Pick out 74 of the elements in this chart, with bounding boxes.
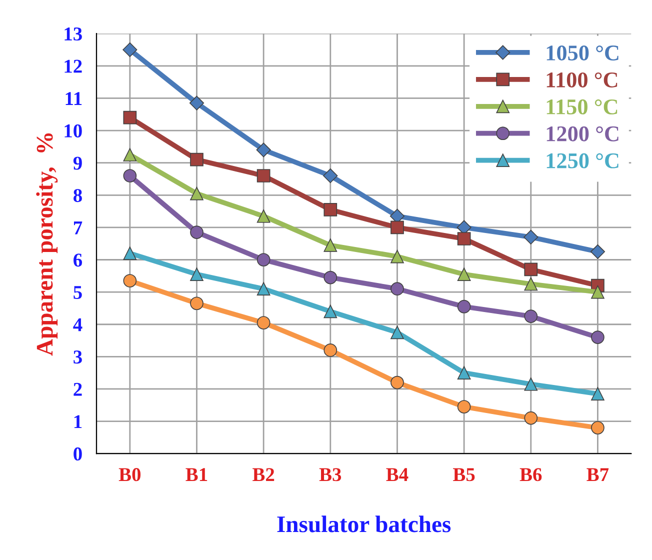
point <box>390 282 404 296</box>
legend-label: 1200 °C <box>546 126 618 142</box>
y-tick-label: 8 <box>74 188 82 202</box>
y-tick-label: 9 <box>73 156 82 170</box>
y-tick-label: 6 <box>74 254 82 267</box>
point <box>324 270 338 284</box>
point <box>524 377 538 391</box>
point <box>256 316 270 330</box>
point <box>457 400 471 414</box>
point <box>190 152 204 166</box>
x-tick-label: B7 <box>586 468 609 482</box>
y-tick-label: 10 <box>64 124 82 138</box>
y-tick-label: 13 <box>64 27 82 41</box>
y-tick-label: 11 <box>66 92 82 105</box>
x-axis-title: Insulator batches <box>277 516 451 532</box>
point <box>390 376 404 390</box>
point <box>524 262 538 276</box>
x-tick-label: B3 <box>319 468 342 482</box>
point <box>256 282 270 296</box>
point <box>324 238 338 252</box>
y-axis-title: Apparent porosity, % <box>36 133 58 356</box>
y-tick-label: 2 <box>74 382 82 396</box>
point <box>256 253 270 266</box>
point <box>524 411 538 425</box>
legend-label: 1100 °C <box>546 72 618 88</box>
legend-label: 1150 °C <box>546 99 618 114</box>
point <box>324 203 338 216</box>
point <box>524 277 538 291</box>
legend-label: 1050 °C <box>546 45 618 60</box>
x-tick-label: B6 <box>520 468 542 482</box>
point <box>591 330 604 344</box>
point <box>324 344 338 357</box>
point <box>390 220 404 234</box>
y-tick-label: 1 <box>74 415 82 428</box>
y-tick-label: 4 <box>73 318 82 332</box>
point <box>123 246 137 260</box>
point <box>323 168 338 184</box>
point <box>457 268 471 281</box>
y-tick-label: 3 <box>74 350 82 364</box>
point <box>123 169 137 182</box>
point <box>122 42 138 58</box>
point <box>590 244 606 259</box>
point <box>457 300 471 314</box>
point <box>390 326 404 340</box>
point <box>190 186 204 200</box>
point <box>123 274 137 288</box>
x-tick-label: B5 <box>453 468 475 482</box>
point <box>324 304 338 318</box>
point <box>190 268 204 281</box>
point <box>591 387 604 400</box>
x-tick-label: B1 <box>186 468 208 482</box>
x-tick-label: B0 <box>118 468 141 482</box>
y-tick-label: 7 <box>74 221 82 234</box>
point <box>524 310 538 323</box>
point <box>457 366 471 380</box>
point <box>256 169 270 182</box>
y-tick-label: 5 <box>74 286 82 299</box>
point <box>123 148 137 162</box>
point <box>390 250 404 264</box>
point <box>524 230 538 244</box>
point <box>190 226 204 239</box>
y-tick-label: 12 <box>64 60 82 73</box>
point <box>457 232 471 246</box>
x-tick-label: B2 <box>252 468 274 482</box>
point <box>189 96 204 110</box>
point <box>256 142 271 158</box>
y-tick-label: 0 <box>74 447 82 461</box>
point <box>123 110 137 124</box>
x-tick-label: B4 <box>386 468 408 482</box>
point <box>190 296 204 310</box>
legend-label: 1250 °C <box>546 153 618 168</box>
point <box>591 421 604 434</box>
point <box>256 209 270 223</box>
point <box>591 285 604 299</box>
